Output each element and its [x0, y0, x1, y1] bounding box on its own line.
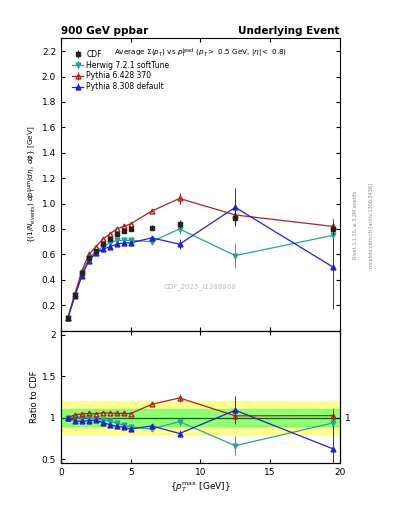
- Y-axis label: $\{(1/N_\mathrm{events})\;dp_T^\mathrm{sum}/d\eta,\,d\phi\}$ [GeV]: $\{(1/N_\mathrm{events})\;dp_T^\mathrm{s…: [27, 126, 39, 243]
- Y-axis label: Ratio to CDF: Ratio to CDF: [30, 371, 39, 423]
- Text: 900 GeV ppbar: 900 GeV ppbar: [61, 26, 148, 36]
- Text: Rivet 3.1.10, ≥ 3.2M events: Rivet 3.1.10, ≥ 3.2M events: [353, 191, 358, 260]
- Text: mcplots.cern.ch [arXiv:1306.3436]: mcplots.cern.ch [arXiv:1306.3436]: [369, 183, 374, 268]
- Bar: [61, 401, 340, 434]
- Bar: [61, 410, 340, 426]
- Text: Average $\Sigma(p_T)$ vs $p_T^\mathrm{lead}$ ($p_T>$ 0.5 GeV, $|\eta|<$ 0.8): Average $\Sigma(p_T)$ vs $p_T^\mathrm{le…: [114, 47, 287, 60]
- X-axis label: $\{p_T^\mathrm{max}$ [GeV]$\}$: $\{p_T^\mathrm{max}$ [GeV]$\}$: [170, 480, 231, 494]
- Text: Underlying Event: Underlying Event: [239, 26, 340, 36]
- Legend: CDF, Herwig 7.2.1 softTune, Pythia 6.428 370, Pythia 8.308 default: CDF, Herwig 7.2.1 softTune, Pythia 6.428…: [70, 48, 171, 93]
- Text: CDF_2015_I1388868: CDF_2015_I1388868: [164, 283, 237, 290]
